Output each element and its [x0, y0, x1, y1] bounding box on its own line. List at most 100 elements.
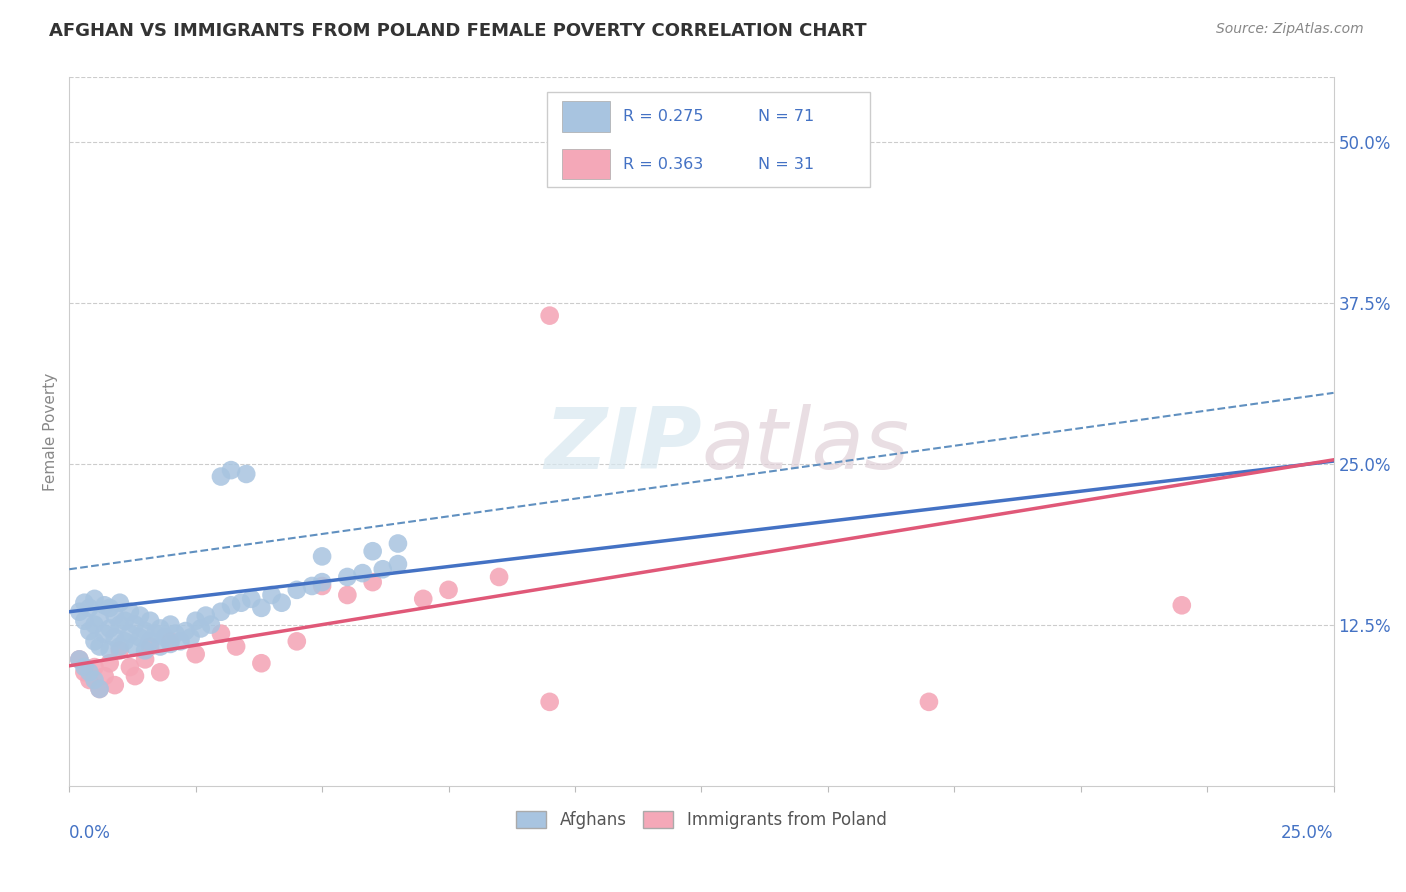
Point: [83, 617, 105, 632]
Point: [219, 599, 242, 613]
Text: Source: ZipAtlas.com: Source: ZipAtlas.com: [1216, 22, 1364, 37]
Point: [184, 614, 207, 628]
Point: [108, 596, 131, 610]
Point: [149, 640, 172, 654]
Point: [225, 640, 247, 654]
Point: [73, 614, 96, 628]
Point: [155, 631, 177, 645]
Point: [124, 617, 146, 632]
Point: [311, 575, 333, 590]
Point: [108, 640, 131, 654]
Point: [285, 582, 308, 597]
Point: [371, 562, 394, 576]
Point: [159, 634, 181, 648]
Legend: Afghans, Immigrants from Poland: Afghans, Immigrants from Poland: [508, 803, 894, 838]
Point: [301, 579, 323, 593]
Y-axis label: Female Poverty: Female Poverty: [44, 372, 58, 491]
Point: [231, 596, 253, 610]
Text: AFGHAN VS IMMIGRANTS FROM POLAND FEMALE POVERTY CORRELATION CHART: AFGHAN VS IMMIGRANTS FROM POLAND FEMALE …: [49, 22, 868, 40]
Point: [311, 549, 333, 564]
Point: [387, 536, 409, 550]
Point: [250, 657, 273, 671]
Point: [108, 643, 131, 657]
Point: [67, 652, 90, 666]
Point: [98, 643, 121, 657]
Point: [159, 617, 181, 632]
Point: [93, 626, 115, 640]
FancyBboxPatch shape: [547, 92, 869, 187]
Point: [104, 631, 127, 645]
Point: [134, 652, 156, 666]
Point: [184, 647, 207, 661]
Point: [180, 631, 202, 645]
Point: [114, 614, 136, 628]
Point: [209, 469, 232, 483]
Point: [352, 566, 374, 581]
Point: [89, 640, 111, 654]
Text: atlas: atlas: [702, 404, 910, 487]
Point: [89, 681, 111, 696]
Point: [159, 637, 181, 651]
Point: [1171, 599, 1194, 613]
Text: ZIP: ZIP: [544, 404, 702, 487]
Point: [336, 588, 359, 602]
Point: [89, 681, 111, 696]
Point: [165, 626, 187, 640]
Text: N = 31: N = 31: [758, 156, 814, 171]
Point: [104, 608, 127, 623]
Text: 0.0%: 0.0%: [69, 824, 111, 842]
Point: [79, 624, 101, 638]
Point: [149, 622, 172, 636]
Point: [918, 695, 941, 709]
FancyBboxPatch shape: [562, 101, 610, 132]
Point: [129, 631, 152, 645]
Point: [139, 634, 162, 648]
Point: [73, 665, 96, 680]
Point: [98, 657, 121, 671]
Point: [79, 665, 101, 680]
Point: [73, 596, 96, 610]
Point: [134, 643, 156, 657]
Point: [93, 669, 115, 683]
Point: [190, 622, 212, 636]
Point: [79, 673, 101, 687]
Point: [79, 600, 101, 615]
Point: [83, 591, 105, 606]
Point: [200, 617, 222, 632]
Point: [488, 570, 510, 584]
Point: [108, 617, 131, 632]
Point: [83, 673, 105, 687]
Point: [174, 624, 197, 638]
Point: [118, 660, 141, 674]
Point: [209, 626, 232, 640]
Point: [134, 624, 156, 638]
Point: [194, 608, 217, 623]
Point: [83, 660, 105, 674]
Point: [93, 599, 115, 613]
Point: [89, 611, 111, 625]
Point: [240, 591, 263, 606]
Point: [118, 605, 141, 619]
Text: 25.0%: 25.0%: [1281, 824, 1333, 842]
Point: [67, 605, 90, 619]
Text: N = 71: N = 71: [758, 109, 814, 124]
Text: R = 0.363: R = 0.363: [623, 156, 703, 171]
Point: [361, 575, 384, 590]
Point: [98, 600, 121, 615]
Point: [73, 660, 96, 674]
Text: R = 0.275: R = 0.275: [623, 109, 703, 124]
Point: [260, 588, 283, 602]
Point: [219, 463, 242, 477]
Point: [311, 579, 333, 593]
Point: [104, 678, 127, 692]
Point: [387, 557, 409, 571]
Point: [114, 634, 136, 648]
Point: [361, 544, 384, 558]
Point: [235, 467, 257, 481]
Point: [250, 600, 273, 615]
Point: [412, 591, 434, 606]
Point: [98, 622, 121, 636]
Point: [538, 695, 561, 709]
Point: [67, 652, 90, 666]
Point: [209, 605, 232, 619]
